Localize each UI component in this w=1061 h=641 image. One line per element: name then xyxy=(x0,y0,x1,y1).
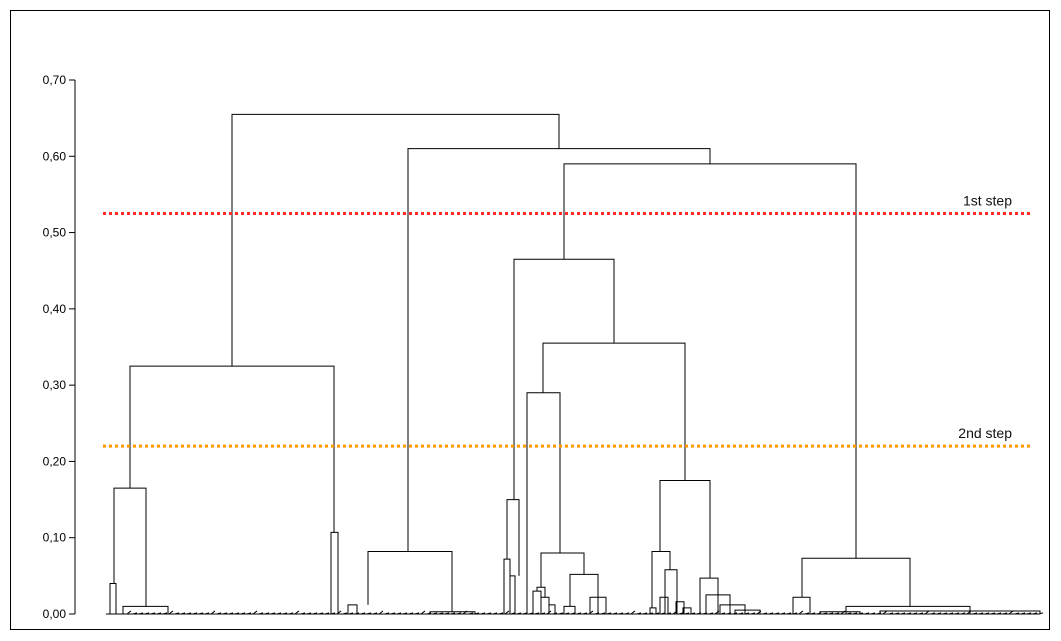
dendrogram-link xyxy=(542,342,686,481)
leaf-link xyxy=(294,610,300,615)
leaf-link xyxy=(714,610,720,615)
leaf-link xyxy=(546,610,552,615)
leaf-link xyxy=(672,610,678,615)
dendrogram-link xyxy=(659,596,669,614)
leaf-link xyxy=(966,610,972,615)
dendrogram-link xyxy=(879,610,1041,614)
leaf-link xyxy=(336,610,342,615)
leaf-link xyxy=(210,610,216,615)
dendrogram-link xyxy=(699,577,719,614)
dendrogram-link xyxy=(367,550,453,612)
dendrogram-link xyxy=(540,596,550,614)
dendrogram-link xyxy=(113,487,147,607)
dendrogram-link xyxy=(801,557,911,607)
dendrogram-link xyxy=(513,258,615,500)
leaf-link xyxy=(378,610,384,615)
dendrogram-link xyxy=(651,550,671,608)
leaf-link xyxy=(840,610,846,615)
y-tick-label: 0,60 xyxy=(43,149,67,163)
dendrogram-link xyxy=(330,531,339,614)
leaf-link xyxy=(756,610,762,615)
leaf-link xyxy=(882,610,888,615)
dendrogram-link xyxy=(719,604,746,614)
dendrogram-link xyxy=(503,558,511,614)
dendrogram-link xyxy=(506,499,520,576)
y-tick-label: 0,70 xyxy=(43,73,67,87)
leaf-link xyxy=(126,610,132,615)
dendrogram-link xyxy=(589,596,607,614)
threshold-lines: 1st step 2nd step xyxy=(103,193,1030,448)
dendrogram-link xyxy=(532,590,542,614)
dendrogram-link xyxy=(509,575,516,614)
dendrogram-link xyxy=(347,604,358,614)
dendrogram-link xyxy=(109,582,117,614)
dendrogram-link xyxy=(649,607,657,614)
dendrogram-link xyxy=(526,392,561,614)
y-axis: 0,00 0,10 0,20 0,30 0,40 0,50 0,60 0,70 xyxy=(43,73,76,621)
leaf-link xyxy=(630,610,636,615)
y-tick-label: 0,50 xyxy=(43,226,67,240)
leaf-link xyxy=(168,610,174,615)
dendrogram-link xyxy=(682,607,692,614)
dendrogram-link xyxy=(407,148,711,552)
y-tick-label: 0,00 xyxy=(43,607,67,621)
chart-frame xyxy=(10,10,1050,630)
leaf-link xyxy=(462,610,468,615)
y-tick-label: 0,30 xyxy=(43,378,67,392)
dendrogram-link xyxy=(845,605,971,614)
leaf-link xyxy=(924,610,930,615)
y-tick-label: 0,10 xyxy=(43,531,67,545)
leaf-link xyxy=(1008,610,1014,615)
y-tick-label: 0,20 xyxy=(43,454,67,468)
dendrogram-link xyxy=(659,480,711,579)
dendrogram-link xyxy=(122,605,169,614)
leaf-link xyxy=(588,610,594,615)
leaf-link xyxy=(420,610,426,615)
dendrogram-link xyxy=(231,113,560,367)
leaf-link xyxy=(252,610,258,615)
dendrogram-link xyxy=(664,569,678,614)
leaf-link xyxy=(798,610,804,615)
dendrogram-link xyxy=(569,573,599,614)
leaf-link xyxy=(504,610,510,615)
second-step-label: 2nd step xyxy=(958,425,1012,441)
first-step-label: 1st step xyxy=(963,193,1012,209)
dendrogram-link xyxy=(540,552,585,588)
dendrogram-tree xyxy=(106,113,1044,615)
dendrogram-link xyxy=(129,365,335,533)
y-tick-label: 0,40 xyxy=(43,302,67,316)
dendrogram-link xyxy=(548,604,556,614)
